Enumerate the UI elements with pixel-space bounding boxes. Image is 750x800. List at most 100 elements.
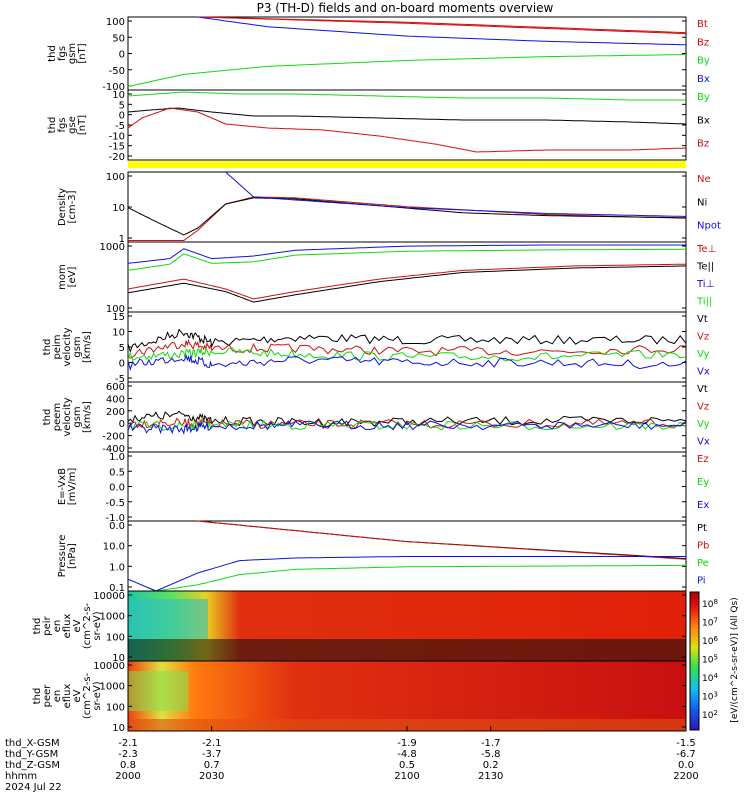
heatmap-lowband [128, 719, 686, 731]
y-tick-label: 600 [106, 382, 125, 393]
ephemeris-value: -1.7 [481, 738, 501, 749]
series-red-line [127, 263, 686, 300]
y-tick-label: 10 [112, 653, 125, 664]
panel-density: 100 10 1 Density [cm-3] Ne Ni Npot [57, 171, 721, 245]
legend-vz: Vz [697, 402, 709, 413]
y-axis-label: velocity [62, 397, 73, 436]
y-tick-label: 100 [106, 17, 125, 28]
panel-peir: 10000 1000 100 10 thd peir en eflux eV (cm^2-s-sr… [32, 590, 687, 664]
y-axis-label: (cm^2-s- [82, 602, 93, 649]
ephemeris-value: 0.2 [483, 760, 499, 771]
y-tick-label: -5 [115, 121, 125, 132]
date-label: 2024 Jul 22 [5, 782, 62, 793]
legend-ex: Ex [697, 500, 709, 511]
colorbar-label: [eV/(cm^2-s-sr-eV)] (All Qs) [730, 597, 740, 722]
legend-npot: Npot [697, 221, 721, 232]
y-tick-label: -10 [109, 131, 125, 142]
ephemeris-row-label: thd_Y-GSM [5, 749, 58, 760]
series-green-line [127, 54, 687, 87]
y-tick-label: 10000 [93, 661, 125, 672]
legend-pb: Pb [697, 541, 709, 552]
legend-vx: Vx [697, 437, 710, 448]
ephemeris-row-label: hhmm [5, 771, 37, 782]
y-tick-label: 100 [106, 632, 125, 643]
series-black-line [127, 328, 687, 354]
ephemeris-value: -4.8 [397, 749, 417, 760]
y-axis-label: thd [47, 45, 58, 62]
legend-by: By [697, 56, 710, 67]
panel-pressure: 0.0 10.0 1.0 0.1 Pressure [nPa] Pt Pb Pe Pi [57, 520, 709, 594]
ephemeris-value: -2.3 [118, 749, 138, 760]
legend-ez: Ez [697, 454, 709, 465]
legend-vz: Vz [697, 332, 709, 343]
y-tick-label: -0.5 [105, 498, 125, 509]
ephemeris-value: -5.8 [481, 749, 501, 760]
series-blue-line [127, 353, 687, 372]
y-tick-label: -1.0 [105, 513, 125, 524]
y-axis-label: [nT] [77, 115, 88, 135]
y-axis-label: [nPa] [67, 543, 78, 569]
y-tick-label: 10 [112, 203, 125, 214]
y-tick-label: 0 [119, 419, 125, 430]
y-tick-label: 10 [112, 90, 125, 101]
series-black-line [127, 410, 687, 428]
y-axis-label: eflux [62, 684, 73, 709]
y-axis-label: gsm [67, 43, 78, 64]
ephemeris-value: 0.7 [204, 760, 220, 771]
y-tick-label: 1.0 [109, 562, 125, 573]
series-red-line [127, 107, 687, 153]
panel-mom: 1000 100 mom [eV] Te⊥ Te|| Ti⊥ Ti|| [57, 241, 716, 315]
y-axis-label: thd [47, 117, 58, 134]
y-axis-label: [km/s] [82, 401, 93, 433]
colorbar-scale [689, 591, 700, 731]
y-tick-label: 1000 [100, 682, 125, 693]
series-black-line [197, 520, 687, 560]
ephemeris-value: 2130 [478, 771, 503, 782]
colorbar-tick: 102 [702, 709, 718, 721]
y-axis-label: en [52, 620, 63, 633]
y-tick-label: 100 [106, 172, 125, 183]
ephemeris-value: 2030 [199, 771, 224, 782]
y-tick-label: -50 [109, 66, 125, 77]
y-tick-label: 50 [112, 33, 125, 44]
y-tick-label: -100 [102, 82, 125, 93]
ephemeris-value: 0.0 [678, 760, 694, 771]
series-green-line [127, 419, 687, 432]
ephemeris-value: 0.5 [399, 760, 415, 771]
y-tick-label: 10 [112, 328, 125, 339]
y-axis-label: thd [32, 618, 43, 635]
y-axis-label: mom [57, 264, 68, 290]
ephemeris-value: 2000 [115, 771, 140, 782]
colorbar-tick: 103 [702, 691, 718, 703]
y-tick-label: 0 [119, 111, 125, 122]
ephemeris-row-label: thd_X-GSM [5, 738, 60, 749]
colorbar-tick: 106 [702, 635, 718, 647]
legend-bx: Bx [697, 74, 710, 85]
y-tick-label: 100 [106, 702, 125, 713]
x-axis-annotation: thd_X-GSM -2.1 -2.1 -1.9 -1.7 -1.5 thd_Y-GSM -2… [5, 738, 699, 793]
y-axis-label: eV [72, 619, 83, 632]
y-tick-label: -15 [109, 142, 125, 153]
y-axis-label: thd [42, 339, 53, 356]
legend-vy: Vy [697, 349, 710, 360]
panel-frame [127, 381, 687, 453]
legend-bz: Bz [697, 37, 709, 48]
y-tick-label: -400 [102, 444, 125, 455]
y-tick-label: 1000 [100, 612, 125, 623]
y-axis-label: E=-VxB [57, 468, 68, 505]
y-axis-label: [mV/m] [67, 468, 78, 506]
y-tick-label: 1 [119, 234, 125, 245]
y-axis-label: [km/s] [82, 331, 93, 363]
legend-by: By [697, 92, 710, 103]
series-green-line [127, 564, 686, 592]
y-axis-label: peer [42, 684, 53, 708]
y-axis-label: thd [32, 688, 43, 705]
panel-peer: 10000 1000 100 10 thd peer en eflux eV (cm^2-s-sr… [32, 660, 687, 734]
ephemeris-value: 0.8 [120, 760, 136, 771]
legend-pi: Pi [697, 576, 706, 587]
series-blue-line [197, 16, 687, 46]
series-blue-line [127, 420, 687, 435]
series-blue-line [225, 171, 687, 217]
